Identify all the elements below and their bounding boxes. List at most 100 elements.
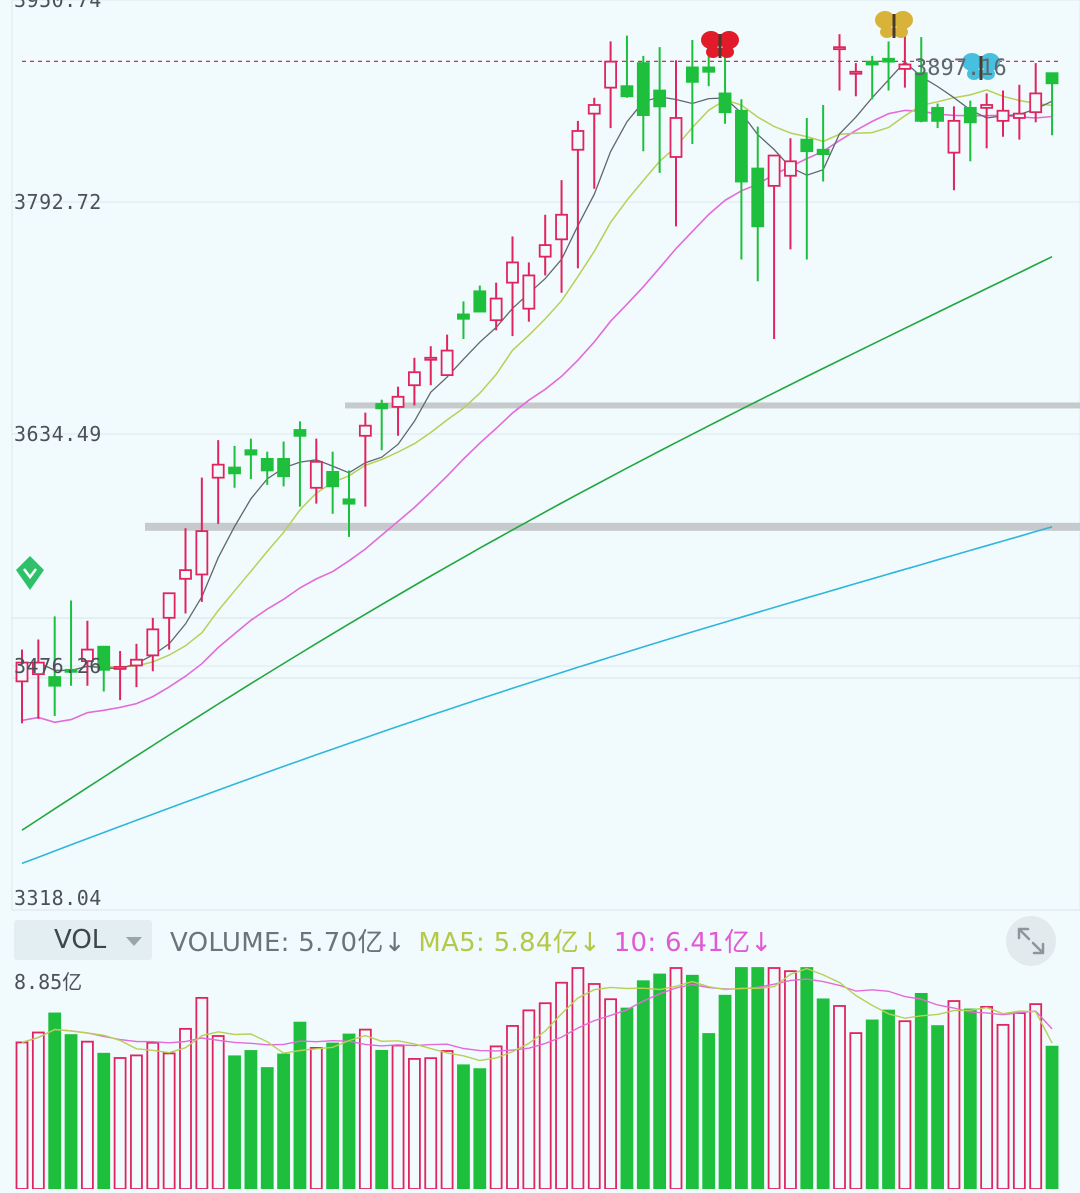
volume-bar <box>914 992 928 1190</box>
candle <box>31 639 45 719</box>
candle-body <box>914 72 928 122</box>
candle-body <box>407 371 421 387</box>
candle-body <box>784 160 797 177</box>
candle <box>735 99 748 260</box>
candle <box>571 120 585 269</box>
green-diamond-marker-icon <box>16 556 44 590</box>
candle-body <box>97 645 111 671</box>
volume-bar <box>146 1041 160 1190</box>
volume-axis-max-label: 8.85亿 <box>14 970 83 994</box>
volume-legend-ma5: MA5: 5.84亿↓ <box>418 928 602 958</box>
candle-body <box>538 244 552 258</box>
ma120-line <box>21 526 1053 865</box>
volume-bar <box>473 1068 487 1190</box>
candle-body <box>702 66 716 73</box>
volume-bar <box>636 980 650 1190</box>
butterfly-wing <box>980 53 1000 71</box>
candle-body <box>489 297 503 322</box>
volume-bar <box>130 1054 143 1190</box>
volume-bar <box>522 1009 536 1190</box>
butterfly-wing <box>875 11 895 29</box>
candle <box>326 451 340 514</box>
volume-bar <box>277 1053 291 1190</box>
indicator-selector[interactable]: VOL <box>14 920 152 960</box>
volume-bar <box>211 1035 225 1190</box>
volume-bar <box>620 1007 634 1190</box>
candle <box>865 55 879 100</box>
volume-bar <box>767 967 781 1190</box>
candle-body <box>506 261 519 284</box>
candle <box>48 616 62 717</box>
support-band <box>145 522 1080 531</box>
volume-bar <box>293 1021 307 1190</box>
volume-bar <box>751 967 765 1190</box>
candle-body <box>211 463 225 479</box>
chart-frame <box>11 0 1080 911</box>
volume-bar <box>489 1045 503 1190</box>
butterfly-wing <box>706 46 720 58</box>
candle <box>538 214 552 276</box>
candle-body <box>620 85 634 98</box>
volume-bar <box>718 994 732 1190</box>
candle-body <box>473 290 487 313</box>
candle <box>702 54 716 87</box>
candle-body <box>931 106 944 122</box>
volume-legend: VOLUME: 5.70亿↓ MA5: 5.84亿↓ 10: 6.41亿↓ <box>170 922 777 959</box>
marker-shape <box>16 556 44 590</box>
volume-bar <box>440 1050 454 1190</box>
candle <box>685 39 699 144</box>
candle-body <box>244 449 258 456</box>
butterfly-wing <box>894 26 908 38</box>
candle <box>996 90 1010 137</box>
butterfly-body <box>979 56 983 80</box>
candle-body <box>277 457 291 478</box>
candle-body <box>735 109 748 183</box>
candle-body <box>996 109 1010 122</box>
candle-body <box>849 70 863 75</box>
volume-bar <box>849 1032 863 1190</box>
butterfly-wing <box>981 68 995 80</box>
candle <box>800 117 814 260</box>
candle <box>211 440 225 524</box>
candle-body <box>833 46 846 51</box>
candle <box>555 180 568 293</box>
candle-body <box>293 429 307 437</box>
candle <box>489 282 503 331</box>
volume-bar <box>31 1031 45 1190</box>
candle <box>1029 63 1043 123</box>
butterfly-wing <box>893 11 913 29</box>
candle-body <box>228 466 241 475</box>
expand-button[interactable] <box>1006 916 1056 966</box>
candle-body <box>898 63 912 70</box>
candle <box>375 399 389 451</box>
volume-bar <box>947 1000 961 1190</box>
candle-body <box>179 569 192 580</box>
volume-bar <box>81 1040 94 1190</box>
volume-bar <box>358 1028 372 1190</box>
volume-bar <box>97 1052 111 1190</box>
volume-bar <box>326 1042 340 1190</box>
candle <box>424 346 438 386</box>
candle <box>342 470 356 537</box>
candle-body <box>309 460 323 489</box>
candle-body <box>457 313 470 320</box>
candle <box>833 34 846 91</box>
candle-body <box>636 62 650 116</box>
candle-body <box>1029 92 1043 114</box>
candle-body <box>522 274 536 310</box>
candle <box>195 477 209 602</box>
volume-bar <box>342 1033 356 1190</box>
butterfly-wing <box>720 46 734 58</box>
candle <box>293 421 307 507</box>
candle-body <box>587 104 601 115</box>
candle-body <box>260 457 274 472</box>
volume-bar <box>980 1005 994 1190</box>
candle-body <box>767 154 781 187</box>
price-axis-label-top: 3950.74 <box>14 0 102 12</box>
candle-body <box>800 138 814 153</box>
candle <box>914 37 928 123</box>
candle <box>636 55 650 152</box>
volume-bar <box>407 1057 421 1190</box>
volume-bar <box>391 1044 405 1190</box>
